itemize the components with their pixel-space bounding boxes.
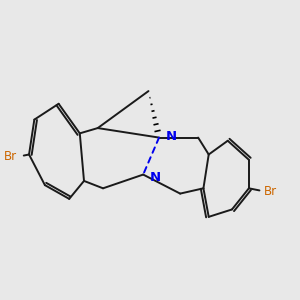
Text: Br: Br — [4, 150, 16, 163]
Text: Br: Br — [263, 185, 277, 198]
Text: N: N — [166, 130, 177, 143]
Text: N: N — [150, 171, 161, 184]
